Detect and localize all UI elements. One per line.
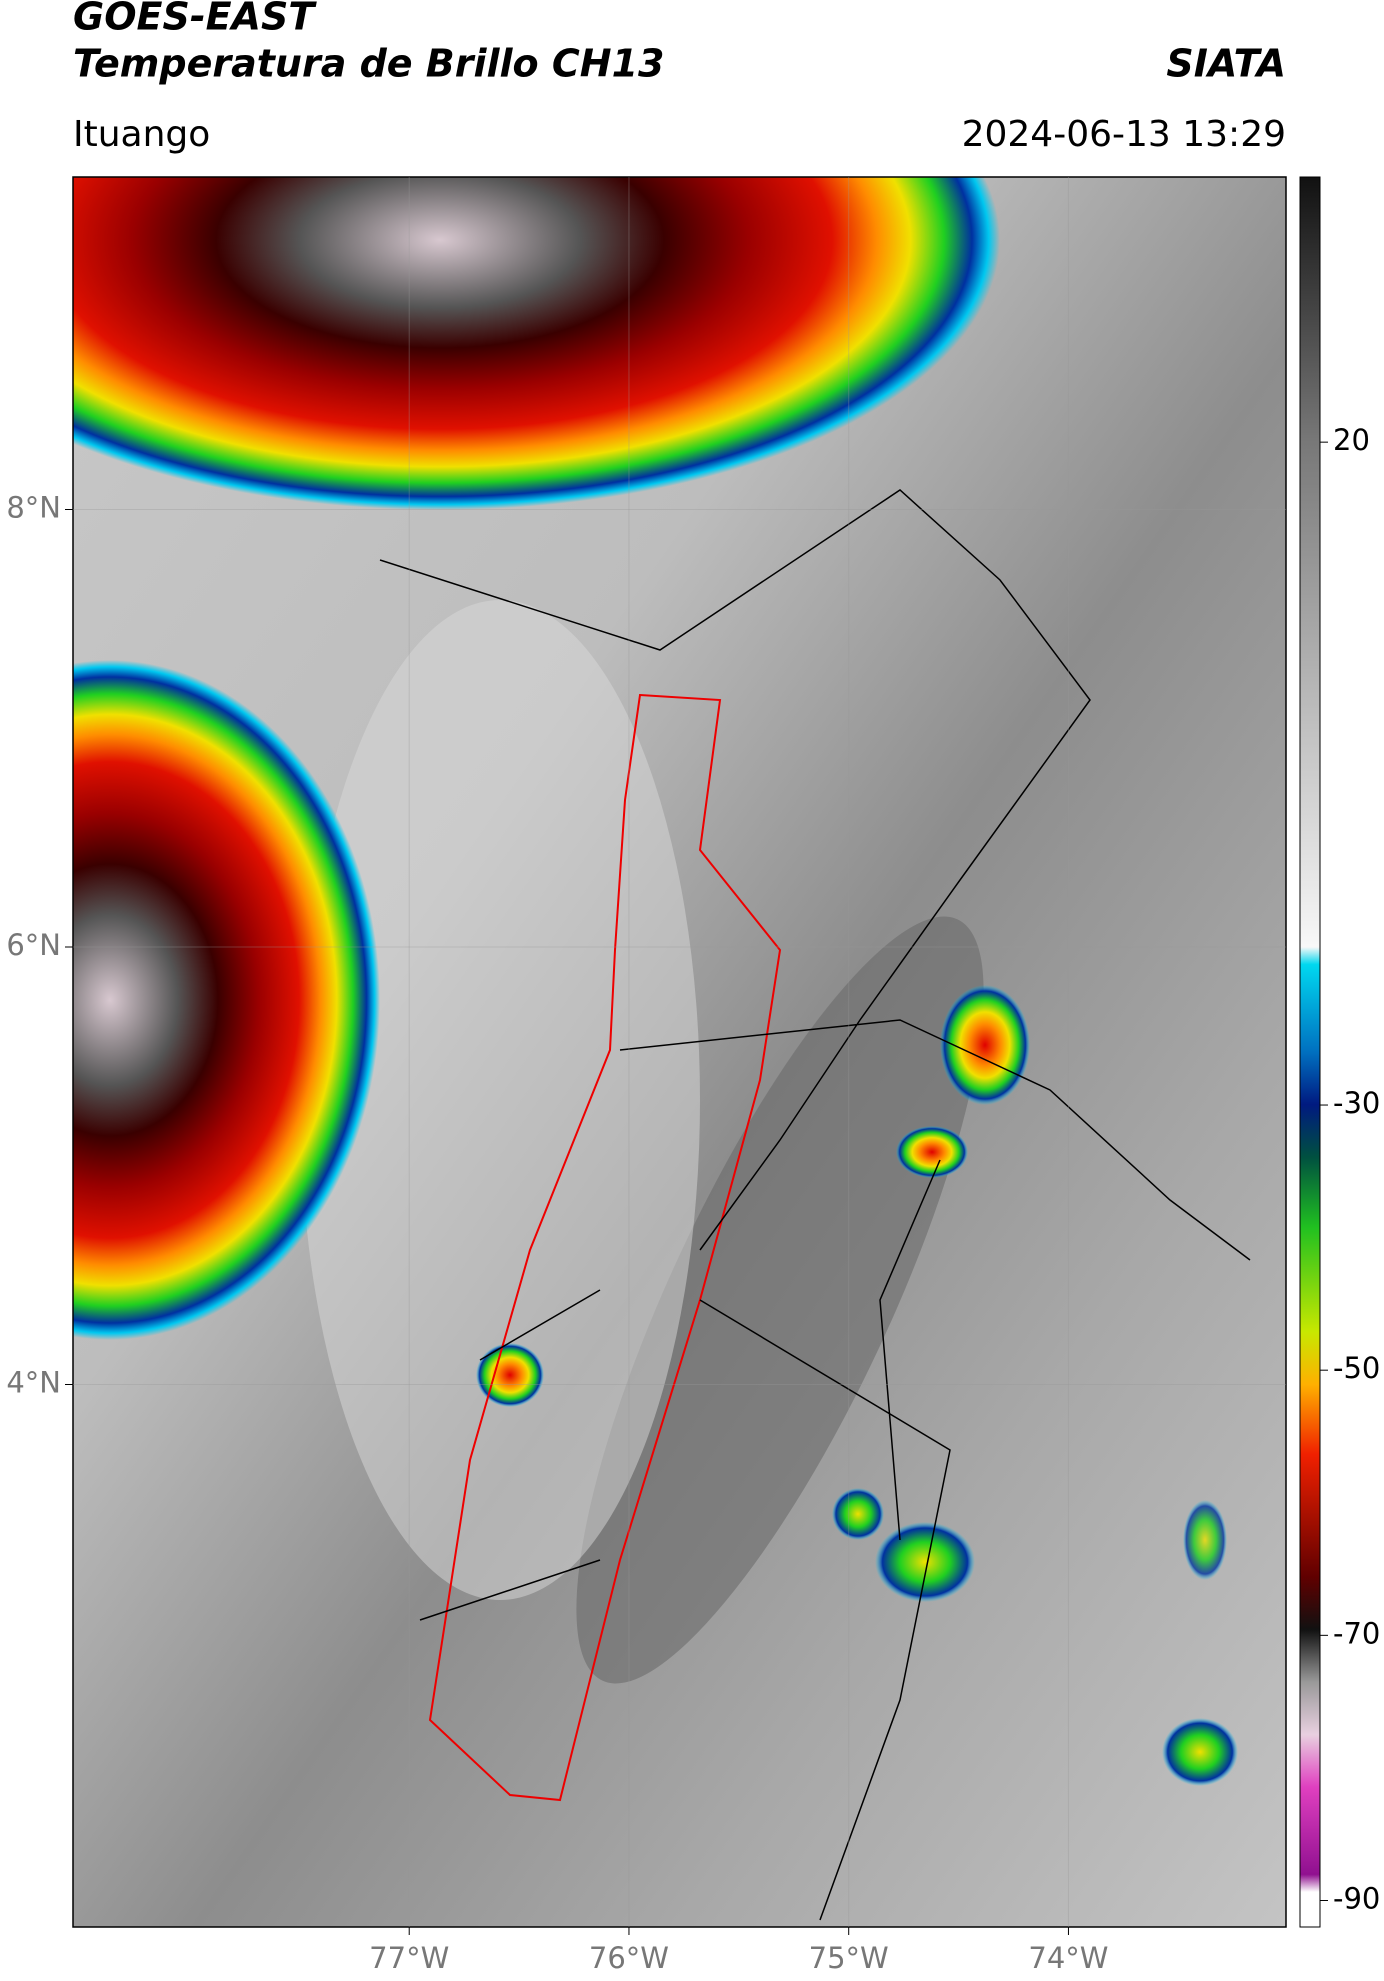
x-tick-label: 75°W: [809, 1941, 889, 1975]
region: Ituango: [73, 114, 210, 155]
colorbar-tick-label: -50: [1333, 1351, 1380, 1385]
source: SIATA: [1166, 42, 1286, 86]
colorbar-tick-label: -90: [1333, 1881, 1380, 1915]
x-tick-label: 76°W: [589, 1941, 669, 1975]
colorbar: [1299, 176, 1321, 1928]
y-tick-label: 4°N: [6, 1366, 61, 1400]
subtitle: Temperatura de Brillo CH13: [73, 42, 664, 86]
y-tick-label: 8°N: [6, 491, 61, 525]
colorbar-tick-label: 20: [1333, 423, 1370, 457]
x-tick-label: 74°W: [1028, 1941, 1108, 1975]
y-tick-label: 6°N: [6, 928, 61, 962]
colorbar-tick-label: -30: [1333, 1086, 1380, 1120]
title: GOES-EAST: [73, 0, 317, 39]
map-image: [73, 177, 1286, 1927]
datetime: 2024-06-13 13:29: [962, 114, 1286, 155]
map-frame: [72, 176, 1287, 1928]
colorbar-tick-label: -70: [1333, 1616, 1380, 1650]
x-tick-label: 77°W: [369, 1941, 449, 1975]
